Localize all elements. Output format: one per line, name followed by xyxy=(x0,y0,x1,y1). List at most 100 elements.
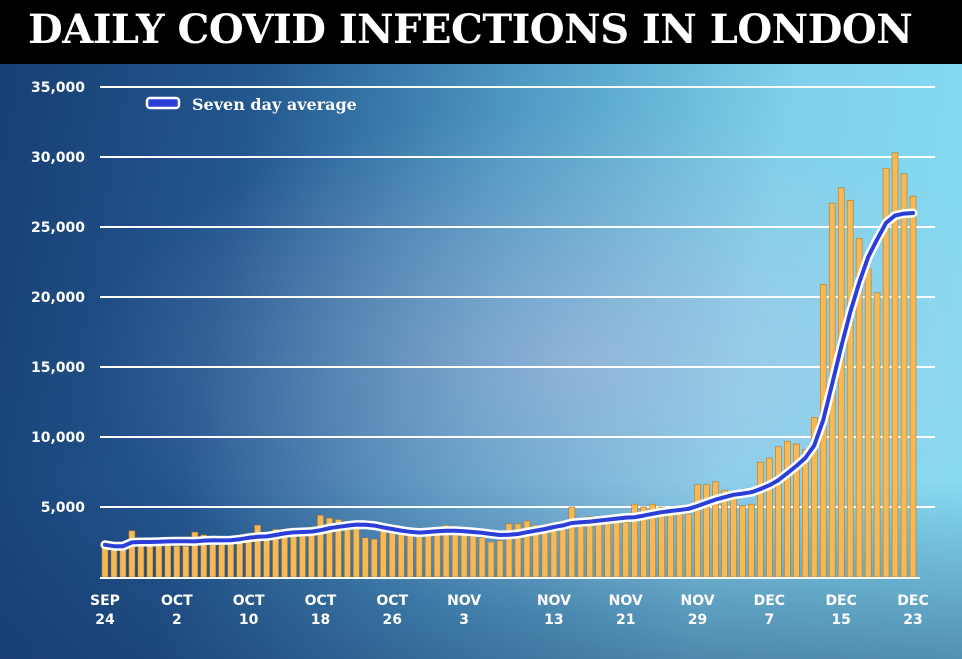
x-tick-day: 26 xyxy=(383,612,402,628)
seven-day-average-line xyxy=(103,211,915,549)
legend-label: Seven day average xyxy=(192,95,357,114)
bar-daily-infections xyxy=(559,529,567,578)
bar-daily-infections xyxy=(353,526,360,578)
bar-daily-infections xyxy=(110,547,118,578)
bar-daily-infections xyxy=(757,461,764,578)
bar-daily-infections xyxy=(837,187,845,578)
bar-daily-infections xyxy=(766,457,773,578)
title-bar: DAILY COVID INFECTIONS IN LONDON xyxy=(0,0,962,64)
bar-daily-infections xyxy=(568,506,576,578)
bar-daily-infections xyxy=(730,494,737,578)
bar-daily-infections xyxy=(388,529,396,578)
y-tick-label: 20,000 xyxy=(31,290,85,306)
x-tick-month: OCT xyxy=(305,593,337,609)
x-tick-month: OCT xyxy=(233,593,265,609)
x-tick-month: DEC xyxy=(897,593,928,609)
x-tick-month: OCT xyxy=(376,593,408,609)
x-tick-day: 18 xyxy=(311,612,330,628)
x-tick-day: 3 xyxy=(459,612,469,628)
x-tick-month: NOV xyxy=(680,593,714,609)
legend-line-swatch xyxy=(145,96,181,110)
bar-daily-infections xyxy=(748,503,755,578)
bar-daily-infections xyxy=(451,529,459,578)
bar-daily-infections xyxy=(380,527,387,578)
x-tick-day: 15 xyxy=(831,612,850,628)
y-tick-label: 10,000 xyxy=(31,430,85,446)
x-tick-month: NOV xyxy=(609,593,643,609)
x-tick-month: NOV xyxy=(447,593,481,609)
x-tick-day: 2 xyxy=(172,612,182,628)
bar-daily-infections xyxy=(478,537,486,578)
bar-daily-infections xyxy=(371,538,378,578)
x-tick-day: 13 xyxy=(544,612,563,628)
x-tick-day: 29 xyxy=(688,612,707,628)
x-tick-month: SEP xyxy=(90,593,120,609)
bar-daily-infections xyxy=(694,484,701,578)
bar-daily-infections xyxy=(595,517,603,578)
x-tick-day: 23 xyxy=(903,612,922,628)
x-tick-month: OCT xyxy=(161,593,193,609)
bar-daily-infections xyxy=(344,522,351,578)
x-tick-day: 21 xyxy=(616,612,635,628)
bar-daily-infections xyxy=(397,530,405,578)
y-tick-label: 15,000 xyxy=(31,360,85,376)
x-tick-day: 7 xyxy=(764,612,774,628)
bar-daily-infections xyxy=(182,545,190,578)
bar-daily-infections xyxy=(496,540,504,578)
bar-daily-infections xyxy=(721,489,728,578)
bar-daily-infections xyxy=(864,268,872,578)
bar-daily-infections xyxy=(415,531,423,578)
bar-daily-infections xyxy=(469,536,477,578)
bar-daily-infections xyxy=(236,538,243,578)
bar-daily-infections xyxy=(146,541,154,578)
bar-daily-infections xyxy=(685,513,692,578)
bar-daily-infections xyxy=(873,292,881,578)
x-tick-month: DEC xyxy=(754,593,785,609)
bar-daily-infections xyxy=(784,440,791,578)
bar-daily-infections xyxy=(667,510,674,578)
bar-daily-infections xyxy=(424,533,432,578)
bar-daily-infections xyxy=(317,515,324,578)
bar-daily-infections xyxy=(900,173,908,578)
bar-daily-infections xyxy=(164,541,172,578)
average-line-outline xyxy=(100,208,918,551)
bar-daily-infections xyxy=(227,540,234,578)
bar-daily-infections xyxy=(541,526,549,578)
y-tick-label: 25,000 xyxy=(31,220,85,236)
bar-daily-infections xyxy=(362,537,369,578)
bar-daily-infections xyxy=(460,533,468,578)
legend: Seven day average xyxy=(145,95,357,114)
bar-daily-infections xyxy=(218,541,226,578)
chart-title: DAILY COVID INFECTIONS IN LONDON xyxy=(28,6,913,53)
y-tick-label: 35,000 xyxy=(31,80,85,96)
x-tick-month: DEC xyxy=(825,593,856,609)
x-tick-day: 10 xyxy=(239,612,259,628)
bar-daily-infections xyxy=(119,545,127,578)
bar-daily-infections xyxy=(299,536,306,578)
bar-daily-infections xyxy=(550,527,558,578)
bar-daily-infections xyxy=(775,446,782,578)
bar-daily-infections xyxy=(128,530,136,578)
bar-daily-infections xyxy=(801,449,809,578)
bar-daily-infections xyxy=(739,505,746,578)
bar-daily-infections xyxy=(173,545,181,578)
bar-daily-infections xyxy=(676,513,683,578)
bar-daily-infections xyxy=(909,195,917,578)
bar-daily-infections xyxy=(846,200,854,578)
bar-daily-infections xyxy=(433,533,441,578)
bar-daily-infections xyxy=(613,520,621,578)
x-tick-month: NOV xyxy=(537,593,571,609)
x-tick-day: 24 xyxy=(95,612,115,628)
bar-daily-infections xyxy=(308,533,315,578)
bar-daily-infections xyxy=(577,517,585,578)
bar-daily-infections xyxy=(604,519,612,578)
bar-daily-infections xyxy=(487,541,495,578)
bar-daily-infections xyxy=(406,530,414,578)
bar-daily-infections xyxy=(209,538,217,578)
bar-daily-infections xyxy=(290,533,297,578)
y-tick-label: 30,000 xyxy=(31,150,85,166)
y-tick-label: 5,000 xyxy=(41,500,86,516)
bar-daily-infections xyxy=(658,506,665,578)
bar-daily-infections xyxy=(622,522,630,578)
